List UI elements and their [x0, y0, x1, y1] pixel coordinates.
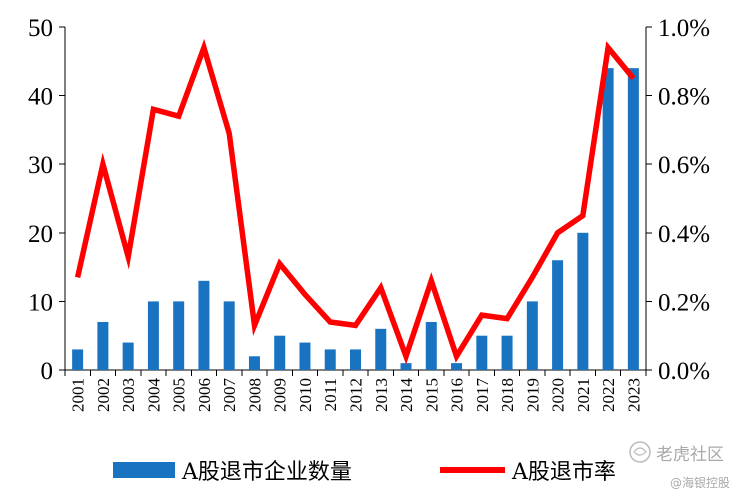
bar: [602, 68, 614, 370]
y-tick-label-left: 30: [28, 152, 53, 179]
x-tick-label: 2009: [271, 378, 290, 412]
bar: [552, 260, 564, 370]
legend-swatch-bar: [113, 462, 175, 478]
y-tick-label-left: 0: [41, 358, 54, 385]
y-tick-label-right: 0.6%: [658, 152, 710, 179]
watermark: 老虎社区 @海银控股: [629, 441, 730, 490]
tiger-logo-icon: [629, 441, 651, 463]
bar: [299, 342, 311, 370]
bar: [577, 232, 589, 370]
y-tick-label-left: 10: [28, 289, 53, 316]
legend-label-bar: A股退市企业数量: [181, 460, 352, 485]
y-tick-label-right: 0.2%: [658, 289, 710, 316]
x-tick-label: 2014: [397, 378, 416, 413]
tick-labels: 0 0.0% 10 0.2% 20 0.4% 30 0.6% 40 0.8% 50 1.0% 2001 2…: [28, 15, 710, 412]
bar-series: [72, 68, 639, 370]
bar: [627, 68, 639, 370]
y-tick-label-right: 0.0%: [658, 358, 710, 385]
y-tick-label-right: 1.0%: [658, 15, 710, 42]
x-tick-label: 2010: [296, 378, 315, 412]
bar: [72, 349, 84, 370]
x-tick-label: 2004: [144, 378, 163, 413]
x-tick-label: 2016: [448, 378, 467, 412]
x-tick-label: 2021: [574, 378, 593, 412]
bar: [122, 342, 134, 370]
x-tick-label: 2015: [422, 378, 441, 412]
bar: [476, 335, 488, 370]
watermark-title: 老虎社区: [656, 445, 724, 465]
bar: [501, 335, 513, 370]
watermark-handle: @海银控股: [670, 475, 730, 490]
x-tick-label: 2002: [94, 378, 113, 412]
y-tick-label-right: 0.4%: [658, 221, 710, 248]
x-tick-label: 2007: [220, 378, 239, 413]
y-tick-label-left: 50: [28, 15, 53, 42]
y-tick-label-left: 40: [28, 84, 53, 111]
y-tick-label-left: 20: [28, 221, 53, 248]
x-tick-label: 2018: [498, 378, 517, 412]
line-path: [74, 38, 636, 365]
legend-label-line: A股退市率: [511, 460, 616, 485]
x-tick-label: 2012: [347, 378, 366, 412]
bar: [451, 363, 463, 370]
bar: [350, 349, 361, 370]
bar: [198, 280, 210, 370]
bar: [223, 301, 235, 370]
bar: [173, 301, 185, 370]
bar: [274, 335, 286, 370]
x-tick-label: 2005: [170, 378, 189, 412]
bar: [147, 301, 159, 370]
x-tick-label: 2003: [119, 378, 138, 412]
bar: [324, 349, 336, 370]
x-tick-label: 2022: [599, 378, 618, 412]
x-tick-label: 2001: [69, 378, 88, 412]
bar: [526, 301, 538, 370]
x-tick-label: 2006: [195, 378, 214, 412]
bar: [97, 321, 109, 370]
x-tick-label: 2008: [245, 378, 264, 412]
x-tick-label: 2023: [624, 378, 643, 412]
line-series: [74, 38, 636, 365]
bar: [248, 356, 260, 370]
bar: [375, 328, 387, 370]
bar: [425, 321, 437, 370]
y-tick-label-right: 0.8%: [658, 84, 710, 111]
x-tick-label: 2020: [549, 378, 568, 412]
legend: A股退市企业数量 A股退市率: [113, 460, 616, 485]
x-tick-label: 2019: [523, 378, 542, 412]
bar: [400, 363, 412, 370]
x-tick-label: 2011: [321, 378, 340, 411]
x-tick-label: 2017: [473, 377, 492, 412]
x-tick-label: 2013: [372, 378, 391, 412]
